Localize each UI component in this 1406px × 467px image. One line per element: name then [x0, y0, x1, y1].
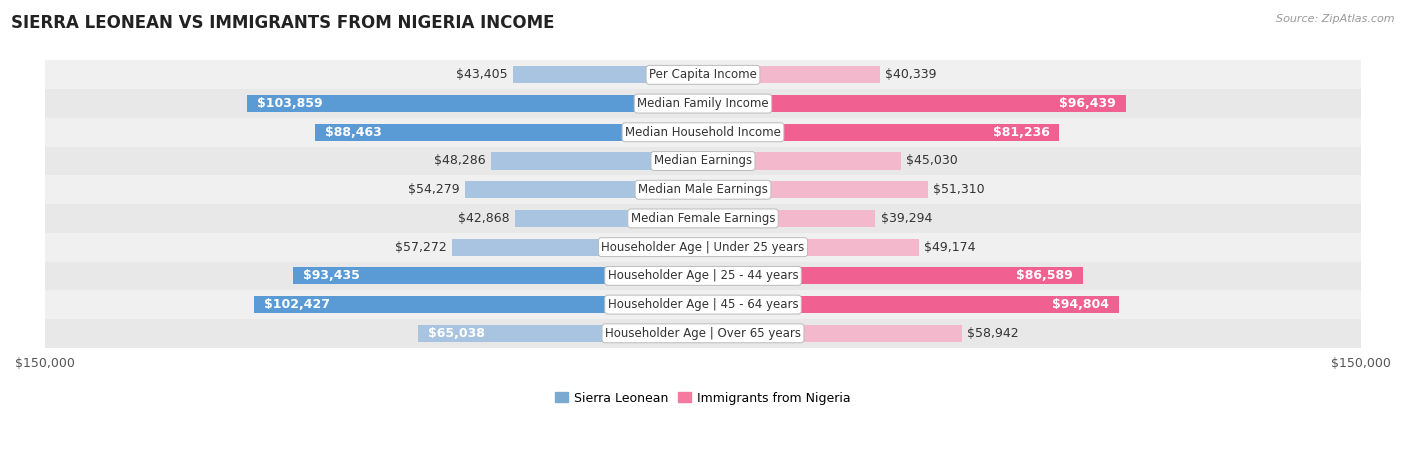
Bar	[45, 233, 1361, 262]
Text: Householder Age | 45 - 64 years: Householder Age | 45 - 64 years	[607, 298, 799, 311]
Bar	[703, 152, 901, 170]
Bar	[465, 181, 703, 198]
Bar	[45, 60, 1361, 89]
Text: Median Family Income: Median Family Income	[637, 97, 769, 110]
Text: $40,339: $40,339	[886, 68, 936, 81]
Bar	[45, 204, 1361, 233]
Text: $58,942: $58,942	[967, 327, 1018, 340]
Bar	[703, 210, 876, 227]
Bar	[292, 267, 703, 284]
Text: Median Earnings: Median Earnings	[654, 155, 752, 168]
Text: Per Capita Income: Per Capita Income	[650, 68, 756, 81]
Bar	[703, 95, 1126, 112]
Text: $65,038: $65,038	[427, 327, 485, 340]
Text: $93,435: $93,435	[302, 269, 360, 283]
Bar	[703, 239, 918, 256]
Bar	[451, 239, 703, 256]
Text: $103,859: $103,859	[257, 97, 323, 110]
Text: Householder Age | 25 - 44 years: Householder Age | 25 - 44 years	[607, 269, 799, 283]
Bar	[45, 319, 1361, 347]
Text: Median Household Income: Median Household Income	[626, 126, 780, 139]
Text: Householder Age | Under 25 years: Householder Age | Under 25 years	[602, 241, 804, 254]
Bar	[513, 66, 703, 84]
Text: Householder Age | Over 65 years: Householder Age | Over 65 years	[605, 327, 801, 340]
Bar	[45, 147, 1361, 175]
Bar	[703, 296, 1119, 313]
Bar	[253, 296, 703, 313]
Text: SIERRA LEONEAN VS IMMIGRANTS FROM NIGERIA INCOME: SIERRA LEONEAN VS IMMIGRANTS FROM NIGERI…	[11, 14, 555, 32]
Text: $51,310: $51,310	[934, 183, 986, 196]
Bar	[247, 95, 703, 112]
Bar	[45, 290, 1361, 319]
Bar	[703, 181, 928, 198]
Bar	[45, 262, 1361, 290]
Bar	[45, 89, 1361, 118]
Text: $81,236: $81,236	[993, 126, 1049, 139]
Text: $42,868: $42,868	[458, 212, 509, 225]
Text: Median Male Earnings: Median Male Earnings	[638, 183, 768, 196]
Bar	[703, 267, 1083, 284]
Text: $45,030: $45,030	[905, 155, 957, 168]
Bar	[418, 325, 703, 342]
Bar	[703, 124, 1059, 141]
Text: Source: ZipAtlas.com: Source: ZipAtlas.com	[1277, 14, 1395, 24]
Text: $54,279: $54,279	[408, 183, 460, 196]
Legend: Sierra Leonean, Immigrants from Nigeria: Sierra Leonean, Immigrants from Nigeria	[550, 387, 856, 410]
Text: $86,589: $86,589	[1017, 269, 1073, 283]
Text: $102,427: $102,427	[263, 298, 329, 311]
Text: Median Female Earnings: Median Female Earnings	[631, 212, 775, 225]
Text: $48,286: $48,286	[434, 155, 486, 168]
Bar	[491, 152, 703, 170]
Text: $49,174: $49,174	[924, 241, 976, 254]
Text: $94,804: $94,804	[1052, 298, 1109, 311]
Text: $57,272: $57,272	[395, 241, 447, 254]
Text: $96,439: $96,439	[1060, 97, 1116, 110]
Bar	[315, 124, 703, 141]
Bar	[45, 118, 1361, 147]
Text: $39,294: $39,294	[880, 212, 932, 225]
Bar	[703, 325, 962, 342]
Bar	[45, 175, 1361, 204]
Bar	[515, 210, 703, 227]
Bar	[703, 66, 880, 84]
Text: $43,405: $43,405	[456, 68, 508, 81]
Text: $88,463: $88,463	[325, 126, 381, 139]
